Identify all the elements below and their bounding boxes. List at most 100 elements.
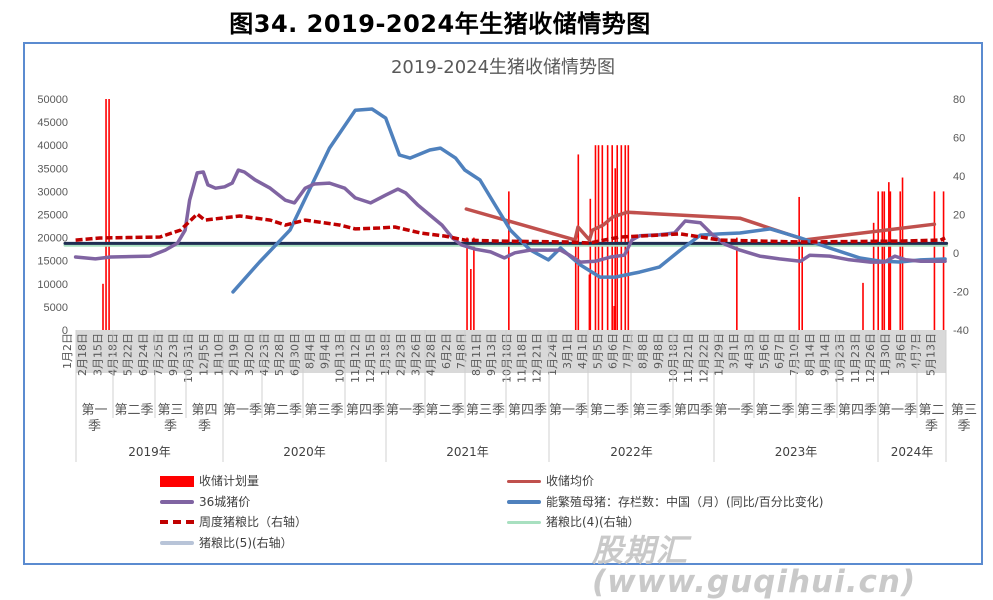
quarter-label: 第四季 <box>837 403 877 418</box>
year-label: 2019年 <box>128 445 171 459</box>
x-axis-tick-label: 4月3日 <box>743 333 756 369</box>
legend-item-36-city: 36城猪价 <box>160 495 250 509</box>
x-axis-tick-label: 9月4日 <box>319 333 332 369</box>
bar-plan-volume <box>466 237 468 330</box>
x-axis-tick-label: 11月12日 <box>349 333 362 383</box>
bar-plan-volume <box>597 145 600 330</box>
x-axis-tick-label: 8月8日 <box>637 333 650 369</box>
legend-item-plan: 收储计划量 <box>160 474 259 488</box>
x-axis-tick-label: 1月2日 <box>61 333 74 369</box>
x-axis-tick-label: 3月15日 <box>91 333 104 376</box>
legend-swatch-line <box>507 520 541 524</box>
x-axis-tick-label: 6月30日 <box>288 333 301 376</box>
x-axis-tick-label: 6月24日 <box>137 333 150 376</box>
legend-label: 猪粮比(5)(右轴） <box>199 536 293 550</box>
quarter-label: 第二季 <box>589 403 629 418</box>
year-label: 2024年 <box>890 445 934 459</box>
bar-plan-volume <box>606 145 609 330</box>
left-axis-tick-label: 0 <box>62 325 68 337</box>
x-axis-tick-label: 1月30日 <box>879 333 892 376</box>
quarter-label: 第二季 <box>425 403 465 418</box>
x-axis-tick-label: 6月6日 <box>606 333 619 369</box>
left-axis-tick-label: 5000 <box>44 302 68 314</box>
x-axis-tick-label: 11月23日 <box>849 333 862 383</box>
right-axis-tick-label: 40 <box>953 171 965 183</box>
x-axis-tick-label: 7月8日 <box>455 333 468 369</box>
x-axis-tick-label: 3月26日 <box>409 333 422 376</box>
quarter-label: 第一季 <box>386 403 426 418</box>
quarter-label: 第一季 <box>81 403 108 434</box>
quarter-label: 第三季 <box>950 403 977 434</box>
x-axis-tick-label: 5月28日 <box>273 333 286 376</box>
legend-item-sow: 能繁殖母猪：存栏数：中国（月）(同比/百分比变化) <box>507 495 823 509</box>
legend-item-weekly-ratio: 周度猪粮比（右轴） <box>160 515 307 529</box>
bar-plan-volume <box>801 237 803 330</box>
bar-plan-volume <box>614 168 617 330</box>
x-axis-tick-label: 10月18日 <box>500 333 513 383</box>
quarter-label: 第四季 <box>191 403 218 434</box>
x-axis-tick-label: 3月1日 <box>728 333 741 369</box>
x-axis-tick-label: 11月21日 <box>682 333 695 383</box>
x-axis-tick-label: 11月18日 <box>516 333 529 383</box>
bar-plan-volume <box>594 145 597 330</box>
quarter-label: 第三季 <box>632 403 672 418</box>
legend-label: 收储均价 <box>546 474 595 488</box>
x-axis-tick-label: 2月23日 <box>394 333 407 376</box>
bar-plan-volume <box>798 196 800 330</box>
legend-swatch-line <box>160 500 194 504</box>
x-axis-tick-label: 5月6日 <box>758 333 771 369</box>
bar-plan-volume <box>613 305 615 330</box>
bar-plan-volume <box>574 239 577 330</box>
quarter-label: 第二季 <box>918 403 945 434</box>
quarter-label: 第二季 <box>262 403 302 418</box>
x-axis-tick-label: 3月20日 <box>243 333 256 376</box>
x-axis-tick-label: 5月5日 <box>591 333 604 369</box>
x-axis-tick-label: 12月21日 <box>531 333 544 383</box>
x-axis-tick-label: 12月5日 <box>197 333 210 376</box>
x-axis-tick-label: 3月6日 <box>894 333 907 369</box>
x-axis-tick-label: 1月24日 <box>546 333 559 376</box>
line-sow-inventory-yoy <box>231 107 947 294</box>
year-label: 2022年 <box>610 445 653 459</box>
legend-swatch-line <box>507 479 541 483</box>
bar-plan-volume <box>601 145 604 330</box>
quarter-label: 第四季 <box>673 403 713 418</box>
x-axis-tick-label: 5月13日 <box>925 333 938 376</box>
left-axis-tick-label: 25000 <box>37 210 68 222</box>
bar-plan-volume <box>108 99 110 330</box>
x-axis-tick-label: 8月14日 <box>803 333 816 376</box>
x-axis-tick-label: 1月29日 <box>712 333 725 376</box>
quarter-label: 第三季 <box>465 403 505 418</box>
quarter-label: 第二季 <box>114 403 154 418</box>
quarter-label: 第一季 <box>549 403 589 418</box>
right-axis-tick-label: -20 <box>953 287 969 299</box>
year-label: 2023年 <box>774 445 818 459</box>
x-axis-tick-label: 6月2日 <box>440 333 453 369</box>
category-separators <box>75 330 947 462</box>
x-axis-tick-label: 5月22日 <box>122 333 135 376</box>
x-axis-tick-label: 10月31日 <box>182 333 195 383</box>
legend-item-avg-price: 收储均价 <box>507 474 594 488</box>
left-axis-tick-label: 20000 <box>37 233 68 245</box>
bar-plan-volume <box>508 191 510 330</box>
chart-frame <box>23 42 983 565</box>
bar-plan-volume <box>627 145 630 330</box>
x-axis-tick-label: 9月23日 <box>167 333 180 376</box>
left-axis-tick-label: 45000 <box>37 117 68 129</box>
left-axis-tick-label: 35000 <box>37 163 68 175</box>
x-axis-tick-label: 8月4日 <box>303 333 316 369</box>
bar-plan-volume <box>736 237 738 330</box>
x-axis-tick-label: 10月13日 <box>334 333 347 383</box>
watermark: 股期汇(www.guqihui.cn) <box>592 533 917 600</box>
left-axis-tick-label: 50000 <box>37 94 68 106</box>
quarter-label: 第三季 <box>157 403 184 434</box>
year-label: 2020年 <box>283 445 326 459</box>
x-axis-tick-label: 1月10日 <box>213 333 226 376</box>
quarter-label: 第四季 <box>507 403 547 418</box>
x-axis-label-band <box>76 330 946 373</box>
left-axis-tick-label: 15000 <box>37 256 68 268</box>
x-axis-tick-label: 8月11日 <box>470 333 483 376</box>
legend-swatch-line <box>160 541 194 545</box>
x-axis-tick-label: 12月15日 <box>364 333 377 383</box>
bar-plan-volume <box>102 283 104 330</box>
